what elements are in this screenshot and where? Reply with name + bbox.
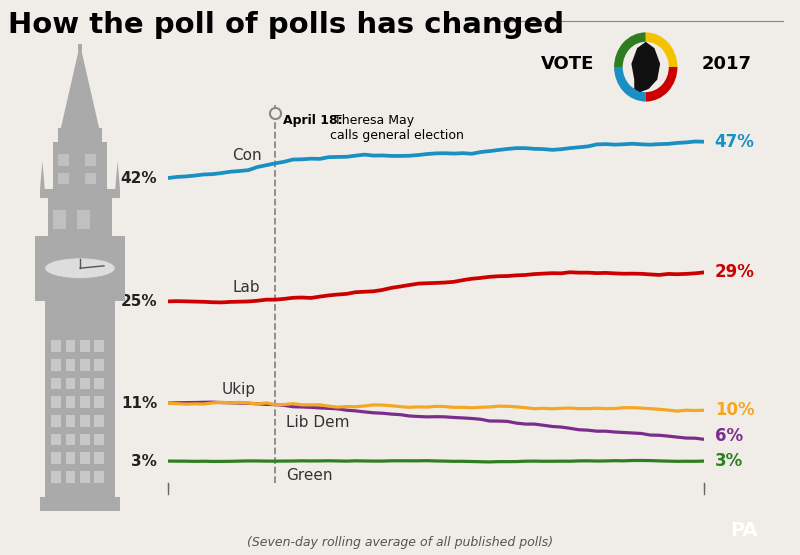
Text: April 18:: April 18: [283, 114, 343, 127]
Bar [51, 415, 61, 427]
Bar [94, 340, 104, 352]
Text: 29%: 29% [714, 264, 754, 281]
Bar [58, 128, 102, 142]
Bar [58, 173, 69, 184]
Bar [78, 44, 82, 54]
Text: How the poll of polls has changed: How the poll of polls has changed [8, 11, 564, 39]
Bar [85, 173, 96, 184]
Bar [66, 433, 75, 445]
Bar [66, 359, 75, 371]
Bar [66, 471, 75, 483]
Bar [51, 378, 61, 390]
Bar [40, 189, 120, 198]
Bar [80, 433, 90, 445]
Bar [51, 433, 61, 445]
Text: Ukip: Ukip [222, 382, 256, 397]
Bar [45, 301, 115, 497]
Bar [51, 452, 61, 464]
Text: Lab: Lab [232, 280, 260, 295]
Bar [58, 154, 69, 165]
Bar [94, 415, 104, 427]
Text: 6%: 6% [714, 427, 743, 445]
Text: 10%: 10% [714, 401, 754, 419]
Text: 11%: 11% [121, 396, 158, 411]
Circle shape [45, 258, 115, 279]
Bar [80, 378, 90, 390]
Text: (Seven-day rolling average of all published polls): (Seven-day rolling average of all publis… [247, 537, 553, 549]
Bar [66, 452, 75, 464]
Bar [94, 359, 104, 371]
Bar [85, 154, 96, 165]
Polygon shape [40, 161, 45, 189]
Text: VOTE: VOTE [542, 55, 594, 73]
Wedge shape [614, 67, 646, 102]
Bar [35, 235, 125, 301]
Bar [94, 471, 104, 483]
Bar [94, 396, 104, 408]
Bar [66, 415, 75, 427]
Bar [66, 378, 75, 390]
Bar [80, 415, 90, 427]
Wedge shape [646, 32, 678, 67]
Text: 42%: 42% [121, 170, 158, 185]
Text: PA: PA [730, 521, 758, 539]
Polygon shape [631, 42, 660, 92]
Wedge shape [614, 32, 646, 67]
Text: 47%: 47% [714, 133, 754, 151]
Bar [48, 198, 112, 235]
Text: Green: Green [286, 468, 333, 483]
Text: 2017: 2017 [702, 55, 751, 73]
Bar [51, 471, 61, 483]
Bar [53, 210, 66, 229]
Text: Theresa May
calls general election: Theresa May calls general election [330, 114, 464, 142]
Bar [40, 497, 120, 511]
Bar [94, 433, 104, 445]
Bar [53, 142, 107, 189]
Bar [66, 340, 75, 352]
Wedge shape [646, 67, 678, 102]
Bar [94, 452, 104, 464]
Text: 25%: 25% [121, 294, 158, 309]
Bar [77, 210, 90, 229]
Bar [80, 359, 90, 371]
Polygon shape [61, 44, 99, 128]
Bar [80, 452, 90, 464]
Text: 3%: 3% [131, 453, 158, 468]
Text: Con: Con [232, 148, 262, 163]
Text: 3%: 3% [714, 452, 743, 470]
Bar [51, 359, 61, 371]
Bar [51, 340, 61, 352]
Bar [80, 396, 90, 408]
Bar [66, 396, 75, 408]
Text: Lib Dem: Lib Dem [286, 415, 350, 430]
Bar [80, 471, 90, 483]
Polygon shape [115, 161, 120, 189]
Bar [80, 340, 90, 352]
Bar [51, 396, 61, 408]
Bar [94, 378, 104, 390]
